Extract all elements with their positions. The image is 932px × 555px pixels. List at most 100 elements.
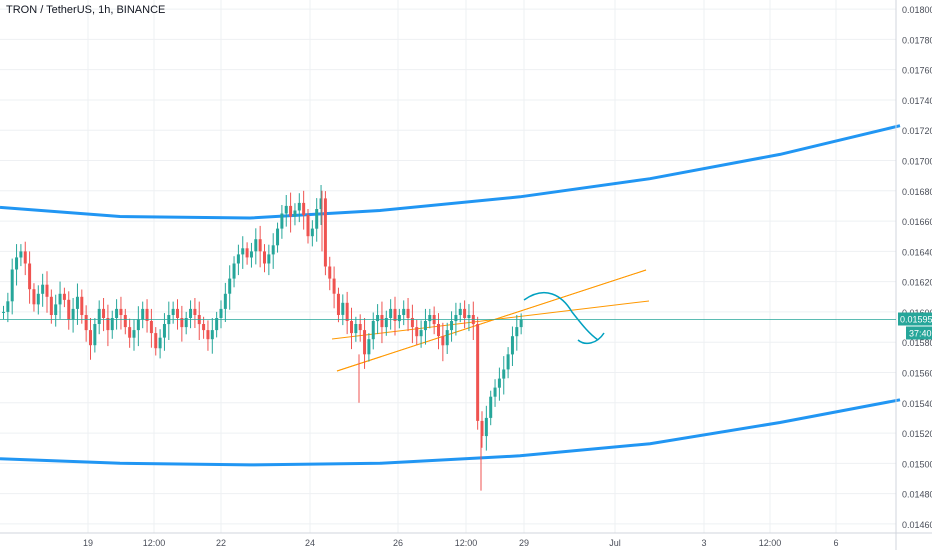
- candle-body: [206, 330, 210, 340]
- candle-body: [336, 293, 340, 315]
- candle-body: [371, 321, 375, 340]
- candle-body: [136, 319, 140, 331]
- price-tick-label: 0.01480: [902, 490, 932, 500]
- candle-body: [306, 215, 310, 237]
- time-tick-label: 12:00: [455, 538, 478, 548]
- price-tick-label: 0.01520: [902, 429, 932, 439]
- candle-body: [97, 308, 101, 324]
- time-tick-label: 3: [701, 538, 706, 548]
- candle-body: [62, 293, 66, 300]
- lower-band: [0, 398, 901, 467]
- bands-layer: [0, 124, 901, 467]
- time-tick-label: 6: [833, 538, 838, 548]
- candle-body: [450, 321, 454, 331]
- candle-body: [428, 315, 432, 322]
- candle-body: [484, 417, 488, 437]
- candle-body: [128, 327, 132, 338]
- candle-body: [15, 257, 19, 270]
- candle-body: [19, 251, 23, 258]
- candle-body: [493, 387, 497, 397]
- candle-body: [36, 293, 40, 305]
- candle-body: [110, 318, 114, 331]
- symbol-title: TRON / TetherUS, 1h, BINANCE: [6, 4, 166, 16]
- channel-line-parallel: [336, 269, 647, 372]
- channel-lower-line: [331, 300, 650, 340]
- candle-body: [258, 239, 262, 252]
- candle-body: [267, 254, 271, 264]
- candle-body: [219, 308, 223, 318]
- candle-body: [315, 209, 319, 229]
- candle-body: [254, 239, 258, 252]
- candle-body: [180, 318, 184, 328]
- candle-body: [280, 213, 284, 229]
- candle-body: [45, 284, 49, 297]
- candle-body: [367, 339, 371, 355]
- candle-body: [415, 327, 419, 337]
- candle-body: [54, 304, 58, 315]
- candle-body: [476, 324, 480, 421]
- candle-body: [210, 330, 214, 340]
- candle-body: [423, 321, 427, 331]
- candle-body: [341, 302, 345, 315]
- time-tick-label: 19: [83, 538, 93, 548]
- price-tick-label: 0.01660: [902, 217, 932, 227]
- candle-body: [115, 308, 119, 318]
- candle-body: [345, 302, 349, 321]
- price-tick-label: 0.01800: [902, 5, 932, 15]
- candle-body: [75, 296, 79, 309]
- price-tick-label: 0.01760: [902, 66, 932, 76]
- candle-body: [145, 308, 149, 321]
- candle-body: [506, 354, 510, 370]
- candle-body: [236, 254, 240, 264]
- candle-body: [376, 315, 380, 322]
- candle-body: [463, 308, 467, 318]
- countdown-label: 37:40: [909, 328, 932, 338]
- time-tick-label: 26: [393, 538, 403, 548]
- candle-body: [310, 228, 314, 237]
- candle-body: [402, 308, 406, 315]
- candle-body: [228, 278, 232, 294]
- candle-body: [23, 251, 27, 264]
- candle-body: [32, 289, 36, 305]
- candle-body: [358, 324, 362, 331]
- price-tick-label: 0.01700: [902, 157, 932, 167]
- candle-body: [319, 198, 323, 209]
- candle-body: [158, 337, 162, 349]
- candle-body: [89, 330, 92, 346]
- time-tick-label: 12:00: [759, 538, 782, 548]
- candle-body: [397, 315, 401, 322]
- candle-body: [28, 263, 32, 290]
- candle-body: [271, 245, 275, 255]
- grid-layer: [0, 0, 896, 533]
- candle-body: [289, 205, 293, 217]
- candle-body: [419, 330, 423, 337]
- upper-band: [0, 124, 901, 220]
- candle-body: [323, 198, 327, 267]
- price-tick-label: 0.01640: [902, 247, 932, 257]
- time-tick-label: 22: [216, 538, 226, 548]
- time-tick-label: 12:00: [143, 538, 166, 548]
- price-tick-label: 0.01560: [902, 368, 932, 378]
- candle-body: [106, 318, 110, 331]
- candle-body: [458, 308, 462, 315]
- candle-body: [119, 308, 123, 315]
- time-axis: 19 12:00 22 24 26 12:00 29 Jul 3 12:00 6: [0, 532, 932, 548]
- candle-body: [515, 327, 519, 337]
- last-price-label: 0.01595: [900, 314, 932, 324]
- price-tick-label: 0.01620: [902, 278, 932, 288]
- time-tick-label: 29: [519, 538, 529, 548]
- candle-body: [441, 336, 445, 346]
- channel-layer: [331, 269, 650, 372]
- candle-body: [58, 293, 62, 305]
- candle-body: [215, 318, 219, 331]
- price-tick-label: 0.01500: [902, 459, 932, 469]
- candle-body: [284, 205, 288, 214]
- candle-body: [241, 248, 245, 255]
- price-tick-label: 0.01780: [902, 35, 932, 45]
- candle-body: [93, 324, 97, 346]
- candle-body: [276, 228, 280, 246]
- candle-body: [154, 333, 158, 349]
